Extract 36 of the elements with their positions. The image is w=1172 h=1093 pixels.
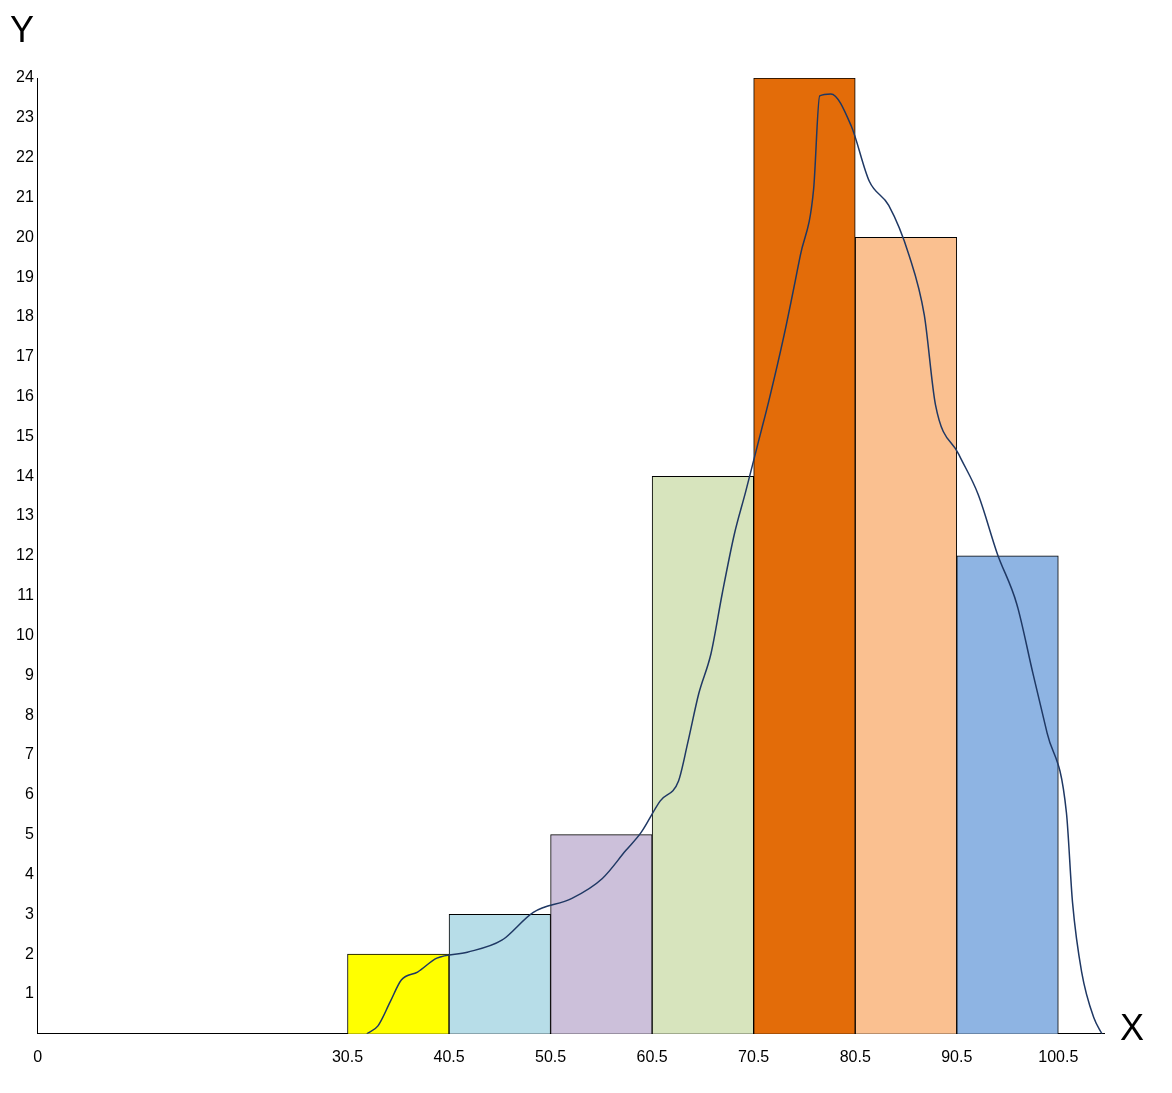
x-tick-label: 80.5 [839,1047,871,1065]
x-tick-label: 50.5 [535,1047,567,1065]
x-tick-label: 60.5 [636,1047,668,1065]
y-tick-label: 23 [16,108,34,126]
x-tick-label: 90.5 [941,1047,973,1065]
y-tick-label: 15 [16,426,34,444]
x-tick-label: 70.5 [738,1047,770,1065]
y-tick-label: 24 [16,68,34,86]
y-tick-label: 17 [16,347,34,365]
y-tick-label: 22 [16,148,34,166]
y-tick-label: 13 [16,506,34,524]
x-axis-title: X [1120,1006,1145,1048]
y-tick-label: 7 [24,745,34,763]
y-tick-label: 4 [24,864,34,882]
y-tick-label: 12 [16,546,34,564]
y-tick-label: 2 [24,944,34,962]
y-tick-label: 21 [16,187,34,205]
y-tick-label: 16 [16,387,34,405]
y-tick-label: 5 [24,825,34,843]
y-axis-title: Y [10,8,35,50]
y-tick-label: 8 [24,705,34,723]
x-tick-label: 30.5 [331,1047,364,1065]
y-tick-label: 3 [24,904,34,922]
y-tick-label: 11 [17,586,34,604]
x-tick-label: 0 [33,1047,43,1065]
y-tick-label: 18 [16,307,34,325]
y-tick-label: 6 [24,785,34,803]
y-tick-label: 1 [24,984,34,1002]
y-tick-label: 10 [16,625,34,643]
x-tick-label: 100.5 [1038,1047,1079,1065]
y-tick-label: 19 [16,267,34,285]
y-tick-label: 14 [16,466,34,484]
x-tick-label: 40.5 [433,1047,465,1065]
line-series [366,93,1103,1034]
y-tick-label: 9 [24,665,34,683]
y-tick-label: 20 [16,227,34,245]
